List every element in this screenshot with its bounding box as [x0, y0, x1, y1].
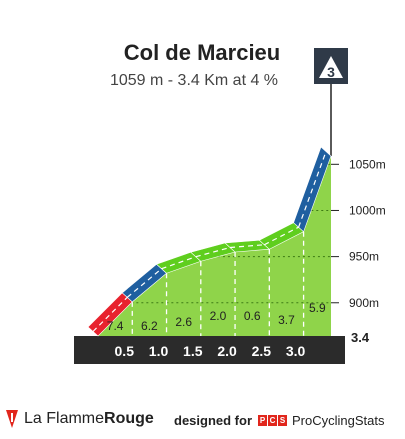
pcs-letter: P — [258, 415, 268, 426]
climb-title: Col de Marcieu — [123, 40, 281, 65]
x-tick-label: 2.5 — [252, 343, 272, 359]
elevation-profile-chart: 3 900m 950m 1000m 1050m 7.4 6.2 2.6 2.0 0.6 3.7 5.… — [74, 48, 386, 364]
segment-centre-line — [92, 296, 128, 332]
mountain-triangle-icon — [319, 56, 343, 78]
footer: La Flamme Rouge designed for P C S ProCyc… — [0, 408, 405, 439]
pcs-letter: S — [278, 415, 288, 426]
profile-base — [74, 336, 345, 364]
segment-centre-line — [230, 244, 265, 249]
end-distance-label: 3.4 — [351, 330, 370, 345]
designed-for: designed for P C S ProCyclingStats — [174, 413, 385, 428]
segment-gradient-label: 3.7 — [278, 313, 295, 327]
profile-fill — [98, 156, 331, 336]
category-number: 3 — [327, 64, 335, 80]
segment-gradient-label: 2.0 — [210, 309, 227, 323]
y-tick-label: 900m — [349, 296, 379, 310]
segment-centre-line — [195, 246, 231, 258]
climb-subtitle: 1059 m - 3.4 Km at 4 % — [109, 72, 279, 89]
x-tick-label: 1.0 — [149, 343, 169, 359]
pcs-letter: C — [268, 415, 278, 426]
segment-gradient-label: 7.4 — [107, 319, 124, 333]
la-flamme-rouge-logo[interactable]: La Flamme Rouge — [6, 410, 154, 428]
segment-gradient-label: 5.9 — [309, 301, 326, 315]
x-tick-label: 0.5 — [115, 343, 135, 359]
segment-centre-line — [126, 268, 162, 298]
x-tick-label: 1.5 — [183, 343, 203, 359]
pcs-logo-icon: P C S — [258, 415, 288, 426]
x-tick-label: 3.0 — [286, 343, 306, 359]
segment-gradient-label: 2.6 — [175, 315, 192, 329]
x-tick-label: 2.0 — [217, 343, 237, 359]
segment-centre-line — [264, 226, 299, 246]
brand-name-light: La Flamme — [24, 410, 105, 427]
segment-gradient-label: 0.6 — [244, 309, 261, 323]
segment-gradient-label: 6.2 — [141, 319, 158, 333]
flag-icon — [6, 410, 18, 428]
pcs-name[interactable]: ProCyclingStats — [292, 413, 385, 428]
y-tick-label: 1000m — [349, 203, 386, 217]
segment-centre-line — [161, 256, 196, 270]
brand-name-bold: Rouge — [104, 410, 154, 427]
category-badge: 3 — [314, 48, 348, 156]
y-tick-label: 950m — [349, 250, 379, 264]
segment-centre-line — [298, 151, 327, 228]
designed-for-label: designed for — [174, 413, 253, 428]
y-tick-label: 1050m — [349, 157, 386, 171]
